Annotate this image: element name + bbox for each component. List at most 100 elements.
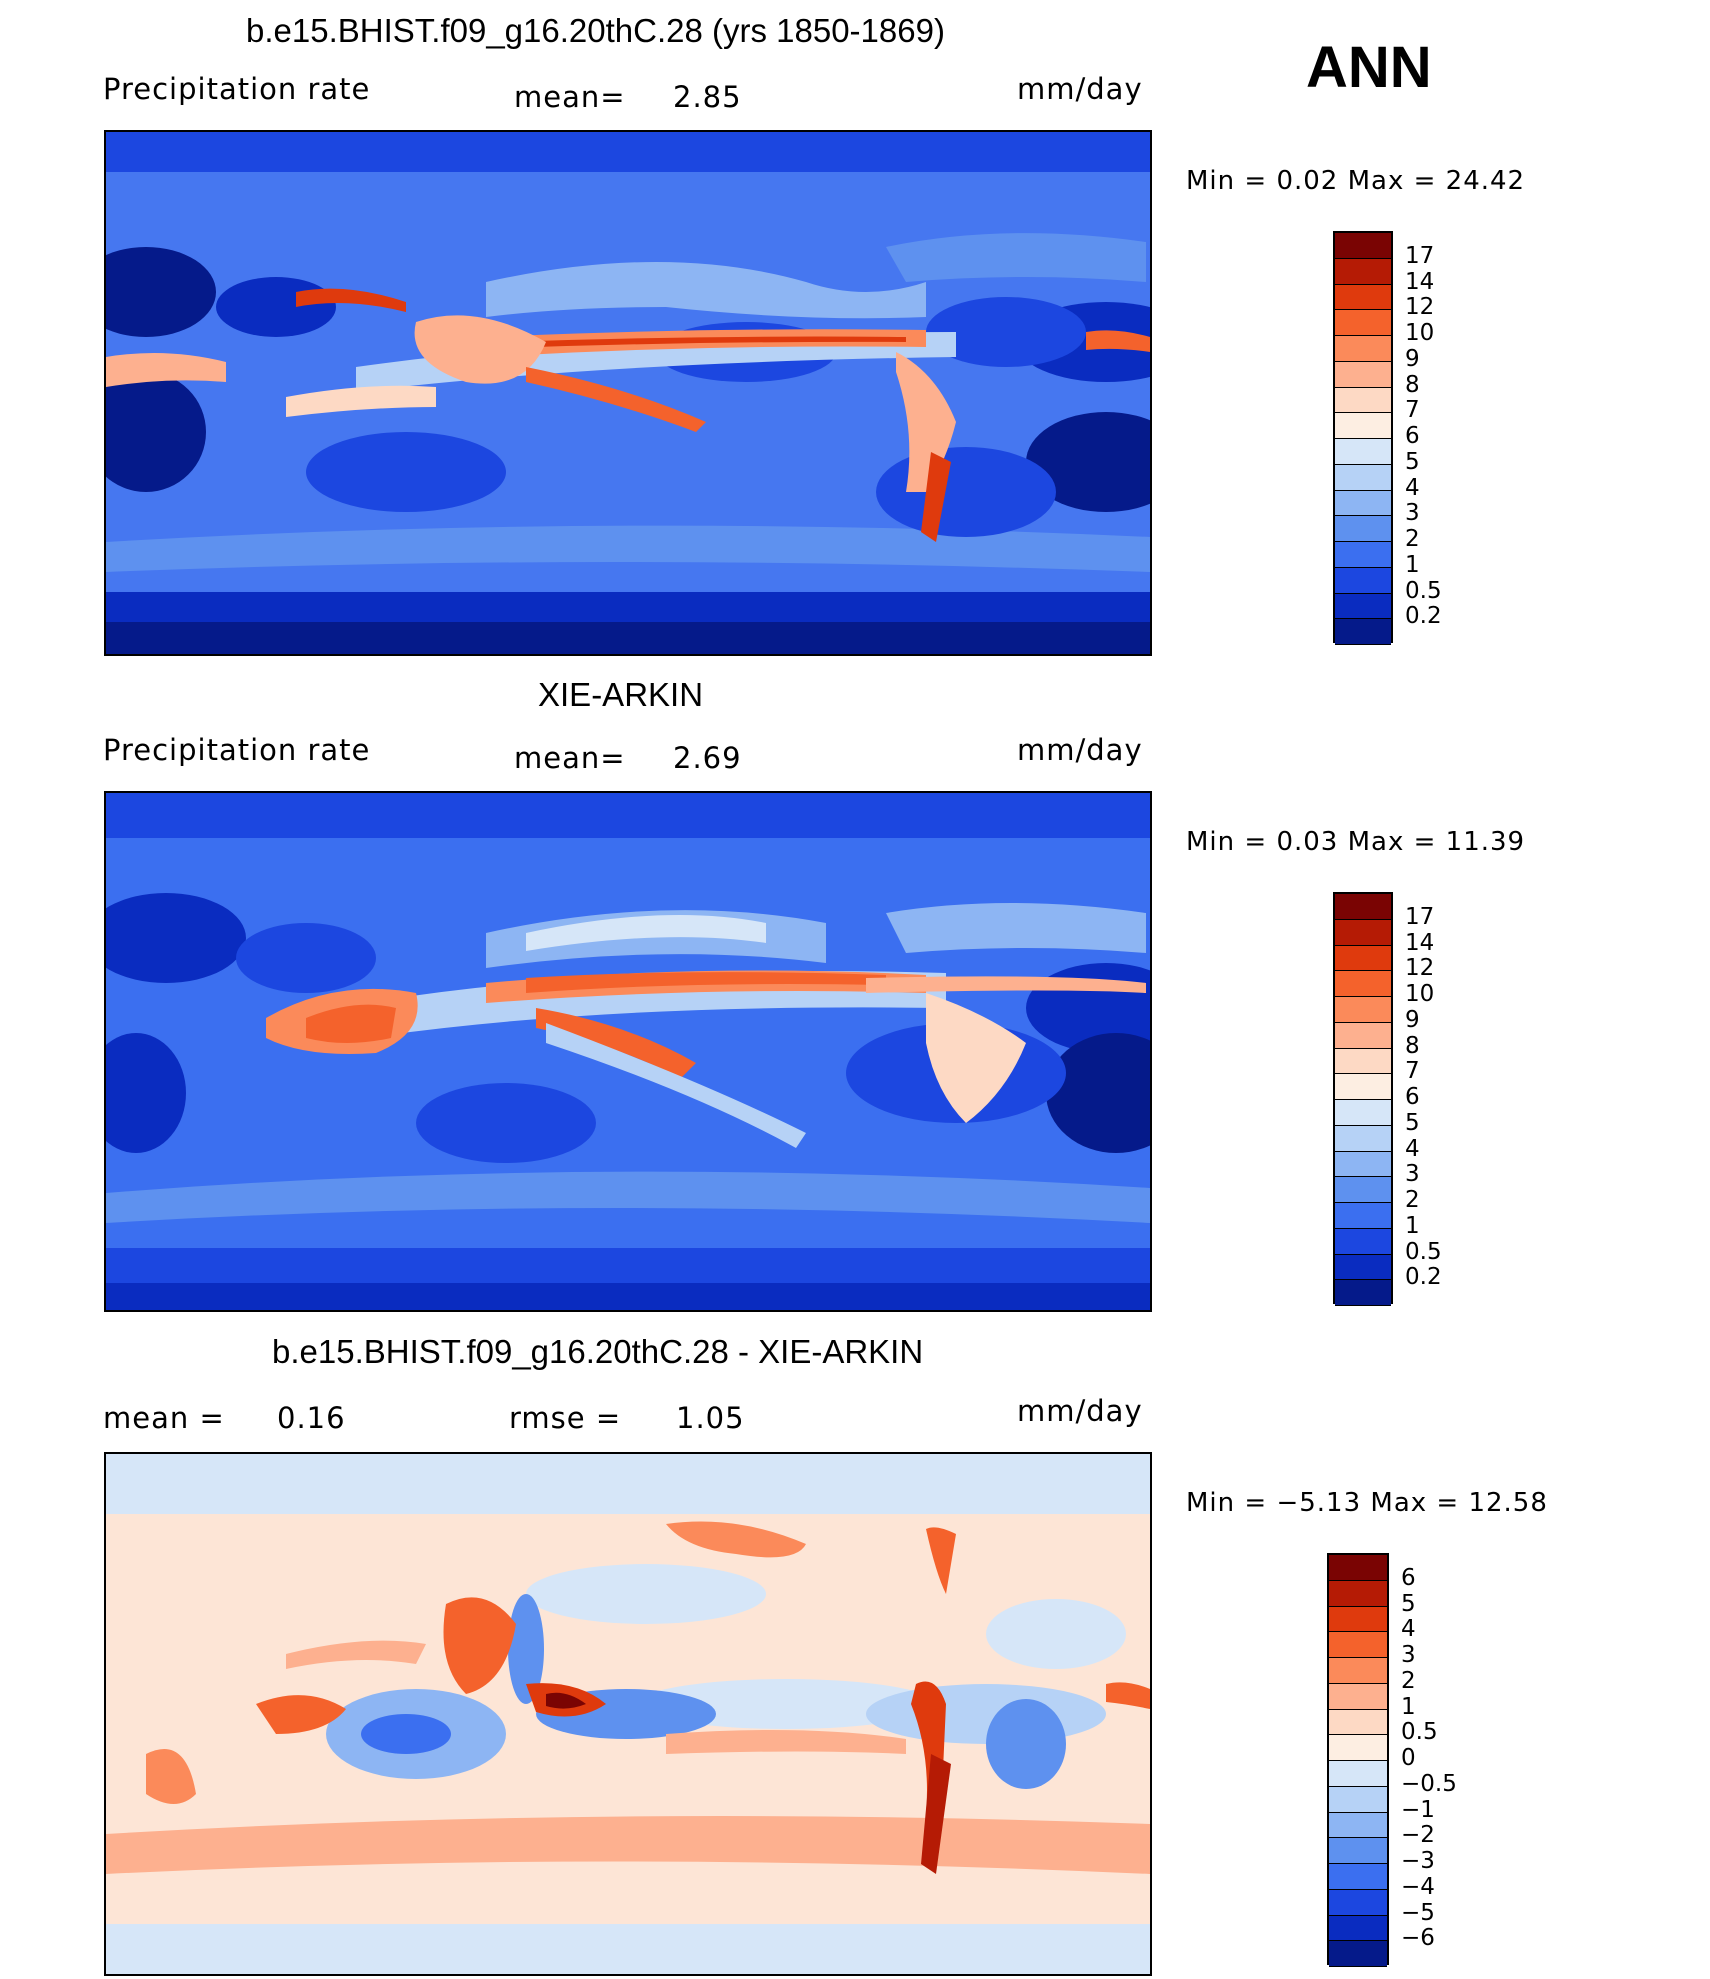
colorbar-segment — [1329, 1735, 1387, 1761]
colorbar-segment — [1329, 1941, 1387, 1967]
panel-2-mean-label: mean= — [514, 741, 626, 775]
colorbar-segment — [1335, 1022, 1391, 1049]
colorbar-segment — [1335, 919, 1391, 946]
colorbar-segment — [1329, 1812, 1387, 1839]
colorbar-level-label: 1 — [1401, 1693, 1416, 1720]
colorbar-level-label: 12 — [1405, 294, 1435, 321]
colorbar-segment — [1335, 310, 1391, 336]
colorbar-level-label: 2 — [1405, 1187, 1420, 1213]
colorbar-level-label: 14 — [1405, 268, 1435, 295]
colorbar-level-label: 0.2 — [1405, 603, 1442, 630]
colorbar-segment — [1335, 619, 1391, 645]
colorbar-segment — [1335, 464, 1391, 491]
panel-3-rmse-label: rmse = — [509, 1401, 622, 1435]
colorbar-segment — [1335, 413, 1391, 439]
panel-1-title: b.e15.BHIST.f09_g16.20thC.28 (yrs 1850-1… — [246, 12, 945, 49]
colorbar-segment — [1335, 971, 1391, 997]
panel-2-minmax: Min = 0.03 Max = 11.39 — [1186, 827, 1526, 857]
panel-3-title: b.e15.BHIST.f09_g16.20thC.28 - XIE-ARKIN — [272, 1333, 924, 1370]
panel-1-map — [104, 130, 1152, 656]
colorbar-segment — [1335, 1228, 1391, 1255]
panel-3-mean-value: 0.16 — [277, 1401, 346, 1435]
colorbar-segment — [1335, 387, 1391, 414]
panel-3-colorbar — [1327, 1553, 1389, 1967]
colorbar-level-label: 1 — [1405, 1212, 1420, 1239]
colorbar-segment — [1329, 1606, 1387, 1633]
colorbar-level-label: −3 — [1401, 1848, 1435, 1874]
colorbar-level-label: 3 — [1405, 1161, 1420, 1188]
colorbar-segment — [1329, 1761, 1387, 1787]
colorbar-segment — [1329, 1838, 1387, 1864]
colorbar-level-label: 4 — [1405, 474, 1420, 501]
colorbar-level-label: −0.5 — [1401, 1770, 1457, 1797]
colorbar-segment — [1335, 567, 1391, 594]
colorbar-segment — [1329, 1658, 1387, 1684]
colorbar-segment — [1329, 1632, 1387, 1658]
colorbar-level-label: 7 — [1405, 397, 1420, 424]
colorbar-level-label: 1 — [1405, 551, 1420, 578]
colorbar-segment — [1335, 1151, 1391, 1178]
colorbar-level-label: −2 — [1401, 1822, 1435, 1849]
colorbar-segment — [1335, 284, 1391, 311]
colorbar-segment — [1335, 894, 1391, 920]
colorbar-segment — [1335, 1100, 1391, 1126]
colorbar-level-label: −5 — [1401, 1899, 1435, 1926]
colorbar-segment — [1335, 233, 1391, 259]
panel-2-map — [104, 791, 1152, 1312]
colorbar-level-label: 7 — [1405, 1058, 1420, 1085]
panel-2-mean-value: 2.69 — [673, 741, 742, 775]
colorbar-segment — [1335, 1177, 1391, 1203]
colorbar-segment — [1335, 516, 1391, 542]
colorbar-segment — [1335, 1074, 1391, 1100]
colorbar-segment — [1335, 1125, 1391, 1152]
colorbar-level-label: −6 — [1401, 1925, 1435, 1952]
panel-1-mean-value: 2.85 — [673, 80, 742, 114]
colorbar-level-label: 14 — [1405, 929, 1435, 956]
colorbar-segment — [1329, 1864, 1387, 1890]
panel-1-mean-label: mean= — [514, 80, 626, 114]
panel-3-units: mm/day — [1017, 1394, 1143, 1428]
colorbar-segment — [1329, 1786, 1387, 1813]
colorbar-level-label: 10 — [1405, 981, 1435, 1007]
colorbar-level-label: 4 — [1401, 1616, 1416, 1643]
panel-3-map-svg — [106, 1454, 1150, 1974]
colorbar-level-label: 5 — [1401, 1590, 1416, 1617]
colorbar-segment — [1335, 361, 1391, 388]
colorbar-level-label: 12 — [1405, 955, 1435, 982]
panel-2-variable-label: Precipitation rate — [103, 733, 371, 767]
colorbar-level-label: 9 — [1405, 1006, 1420, 1033]
colorbar-level-label: 4 — [1405, 1135, 1420, 1162]
panel-2-map-svg — [106, 793, 1150, 1310]
colorbar-level-label: 10 — [1405, 320, 1435, 346]
colorbar-level-label: 6 — [1405, 423, 1420, 449]
colorbar-level-label: 2 — [1405, 526, 1420, 552]
colorbar-segment — [1335, 1254, 1391, 1281]
colorbar-segment — [1335, 593, 1391, 620]
colorbar-segment — [1329, 1709, 1387, 1736]
colorbar-level-label: 9 — [1405, 345, 1420, 372]
panel-2-colorbar — [1333, 892, 1393, 1306]
colorbar-segment — [1329, 1580, 1387, 1607]
colorbar-level-label: 8 — [1405, 371, 1420, 398]
panel-1-colorbar — [1333, 231, 1393, 645]
colorbar-segment — [1335, 336, 1391, 362]
panel-2-title: XIE-ARKIN — [538, 676, 704, 713]
colorbar-level-label: 6 — [1405, 1084, 1420, 1110]
colorbar-level-label: 5 — [1405, 448, 1420, 475]
colorbar-level-label: 0.2 — [1405, 1264, 1442, 1291]
panel-1-map-svg — [106, 132, 1150, 654]
colorbar-level-label: −4 — [1401, 1873, 1435, 1900]
colorbar-level-label: 0.5 — [1401, 1719, 1438, 1746]
colorbar-segment — [1329, 1915, 1387, 1942]
colorbar-segment — [1335, 542, 1391, 568]
colorbar-segment — [1335, 490, 1391, 517]
colorbar-level-label: 3 — [1401, 1642, 1416, 1668]
panel-3-minmax: Min = −5.13 Max = 12.58 — [1186, 1488, 1548, 1518]
panel-3-mean-label: mean = — [103, 1401, 225, 1435]
panel-3-map — [104, 1452, 1152, 1976]
colorbar-segment — [1335, 258, 1391, 285]
colorbar-level-label: −1 — [1401, 1796, 1435, 1823]
colorbar-level-label: 5 — [1405, 1109, 1420, 1136]
panel-1-units: mm/day — [1017, 72, 1143, 106]
colorbar-level-label: 2 — [1401, 1667, 1416, 1694]
